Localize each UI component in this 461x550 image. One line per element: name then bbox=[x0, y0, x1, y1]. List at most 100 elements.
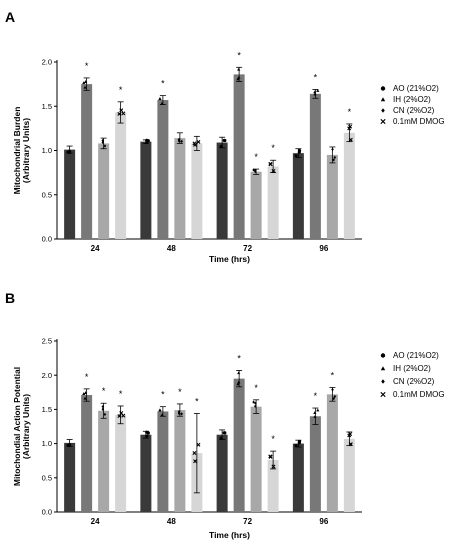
y-tick-label: 0.0 bbox=[42, 508, 52, 517]
significance-star: * bbox=[254, 383, 258, 393]
legend-marker bbox=[380, 366, 386, 371]
significance-star: * bbox=[237, 50, 241, 60]
x-tick-label: 24 bbox=[91, 244, 100, 253]
data-point bbox=[83, 396, 87, 400]
data-point bbox=[119, 410, 124, 415]
bar bbox=[191, 143, 203, 239]
data-point bbox=[180, 139, 183, 143]
data-point bbox=[196, 442, 201, 447]
data-point bbox=[294, 154, 298, 158]
legend-label: IH (2%O2) bbox=[393, 95, 431, 104]
data-point bbox=[297, 440, 302, 444]
data-point bbox=[193, 459, 198, 464]
y-tick-label: 0.0 bbox=[42, 235, 52, 244]
bar bbox=[64, 149, 76, 239]
data-point bbox=[237, 380, 241, 384]
data-point bbox=[146, 431, 150, 435]
bar bbox=[309, 93, 321, 239]
bar bbox=[216, 434, 228, 512]
data-point bbox=[313, 411, 317, 414]
data-point bbox=[268, 161, 273, 166]
data-point bbox=[66, 150, 70, 154]
data-point bbox=[222, 431, 226, 435]
legend-label: 0.1mM DMOG bbox=[393, 390, 445, 399]
legend-marker bbox=[380, 118, 386, 125]
y-axis-title: (Arbitrary Units) bbox=[21, 118, 31, 183]
data-point bbox=[313, 415, 317, 418]
data-point bbox=[83, 85, 87, 89]
significance-star: * bbox=[314, 391, 318, 401]
significance-star: * bbox=[161, 390, 165, 400]
data-point bbox=[101, 404, 105, 409]
data-point bbox=[121, 111, 126, 116]
data-point bbox=[103, 412, 107, 417]
data-point bbox=[103, 144, 107, 148]
data-point bbox=[252, 400, 255, 404]
data-point bbox=[271, 464, 276, 469]
significance-star: * bbox=[119, 85, 123, 95]
data-point bbox=[253, 401, 257, 405]
data-point bbox=[160, 101, 164, 105]
data-point bbox=[196, 139, 201, 144]
bar bbox=[174, 138, 186, 239]
y-axis-title: (Arbitrary Units) bbox=[21, 394, 31, 459]
significance-star: * bbox=[271, 434, 275, 444]
data-point bbox=[237, 371, 241, 375]
bar bbox=[98, 143, 110, 239]
chart-panel-a: A 0.0 0.5 1.0 1.5 2.0 Mitochondrial Burden (Arb… bbox=[5, 9, 445, 264]
data-point bbox=[237, 67, 241, 71]
data-point bbox=[271, 168, 276, 173]
y-axis-title: Mitochondial Action Potential bbox=[12, 367, 22, 486]
bar bbox=[250, 406, 262, 512]
bar bbox=[216, 142, 228, 239]
bar bbox=[115, 414, 127, 512]
legend-label: 0.1mM DMOG bbox=[393, 117, 445, 126]
bar bbox=[157, 411, 169, 512]
data-point bbox=[66, 443, 70, 447]
legend-label: AO (21%O2) bbox=[393, 84, 439, 93]
x-tick-label: 96 bbox=[319, 517, 328, 526]
significance-star: * bbox=[254, 152, 258, 162]
panel-letter: B bbox=[5, 290, 15, 306]
data-point bbox=[84, 80, 88, 84]
data-point bbox=[253, 168, 257, 172]
y-tick-label: 1.0 bbox=[42, 146, 52, 155]
data-point bbox=[331, 147, 334, 152]
bar bbox=[98, 410, 110, 512]
data-point bbox=[158, 97, 162, 101]
legend-label: CN (2%O2) bbox=[393, 106, 435, 115]
data-point bbox=[348, 137, 353, 142]
significance-star: * bbox=[331, 371, 335, 381]
bar bbox=[267, 166, 279, 239]
y-tick-label: 0.5 bbox=[42, 190, 52, 199]
legend-marker bbox=[380, 97, 386, 102]
significance-star: * bbox=[237, 353, 241, 363]
x-axis-title: Time (hrs) bbox=[209, 530, 250, 540]
data-point bbox=[158, 408, 162, 412]
y-tick-label: 2.0 bbox=[42, 58, 52, 67]
legend-marker bbox=[381, 379, 385, 384]
data-point bbox=[348, 432, 353, 437]
data-point bbox=[117, 414, 122, 419]
data-point bbox=[333, 394, 337, 399]
bar bbox=[233, 378, 245, 512]
legend-marker bbox=[380, 353, 386, 358]
chart-panel-b: B 0.0 0.5 1.0 1.5 2.0 2.5 Mitochondial Action P… bbox=[5, 290, 445, 540]
bar bbox=[64, 442, 76, 512]
data-point bbox=[236, 77, 240, 81]
x-tick-label: 72 bbox=[243, 244, 252, 253]
y-tick-label: 1.0 bbox=[42, 439, 52, 448]
data-point bbox=[177, 410, 181, 414]
data-point bbox=[117, 111, 122, 116]
legend-label: IH (2%O2) bbox=[393, 364, 431, 373]
y-tick-label: 2.5 bbox=[42, 337, 52, 346]
bar bbox=[309, 416, 321, 512]
y-axis-title: Mitochondrial Burden bbox=[12, 107, 22, 195]
data-point bbox=[192, 451, 197, 455]
data-point bbox=[294, 443, 298, 448]
data-point bbox=[348, 124, 353, 129]
data-point bbox=[193, 142, 198, 147]
data-point bbox=[84, 391, 88, 394]
x-tick-label: 24 bbox=[91, 517, 100, 526]
